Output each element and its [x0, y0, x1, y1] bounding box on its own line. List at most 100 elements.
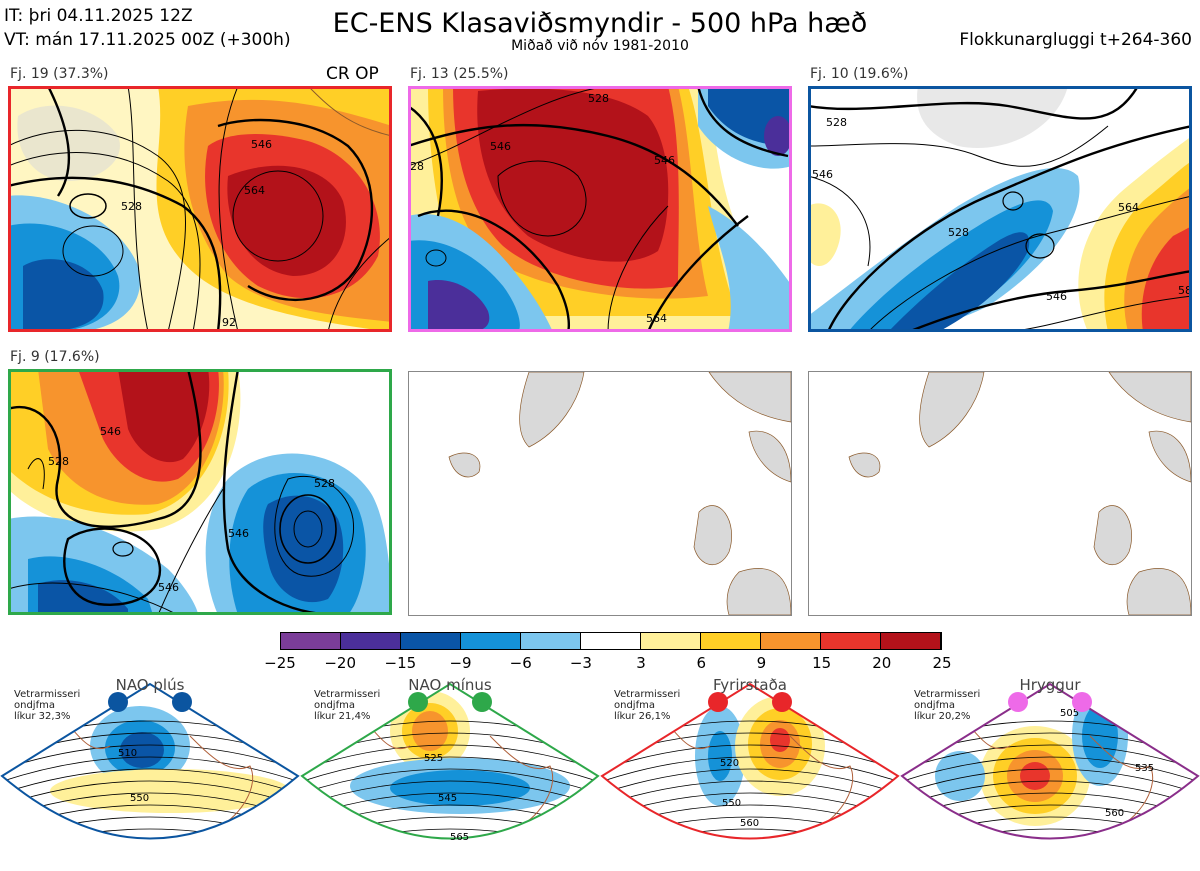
colorbar-bin: [521, 633, 581, 649]
panel-label: Fj. 10 (19.6%): [810, 66, 909, 82]
regime-note-line: Vetrarmisseri: [314, 689, 381, 700]
regime-contour-label: 520: [720, 758, 739, 769]
regime-contour-label: 505: [1060, 708, 1079, 719]
regime-note-line: ondjfma: [314, 700, 355, 711]
contour-label-528: 528: [48, 455, 69, 468]
regime-note: Vetrarmisseri ondjfma líkur 32,3%: [14, 689, 80, 722]
colorbar-bin: [341, 633, 401, 649]
regime-marker-dot: [472, 692, 492, 712]
contour-label-546: 546: [158, 581, 179, 594]
regime-marker-dot: [1072, 692, 1092, 712]
regime-title: NAO mínus: [408, 676, 492, 694]
regime-contour-label: 550: [130, 793, 149, 804]
contour-label-564: 564: [646, 312, 667, 325]
colorbar-bin: [401, 633, 461, 649]
colorbar-tick-label: 25: [932, 654, 952, 672]
regime-contour-label: 560: [1105, 808, 1124, 819]
regime-contour-label: 560: [740, 818, 759, 829]
colorbar-tick-label: −25: [264, 654, 296, 672]
regime-marker-dot: [708, 692, 728, 712]
colorbar-tick-label: 3: [636, 654, 646, 672]
colorbar-bin: [281, 633, 341, 649]
regime-note: Vetrarmisseri ondjfma líkur 26,1%: [614, 689, 680, 722]
regime-contour-label: 565: [450, 832, 469, 843]
colorbar-tick-label: −3: [569, 654, 592, 672]
empty-map-6: [808, 371, 1192, 616]
regime-marker-dot: [1008, 692, 1028, 712]
cluster-frame-2: [408, 86, 792, 332]
contour-label-528: 528: [588, 92, 609, 105]
contour-label-528: 528: [121, 200, 142, 213]
colorbar-ticks: −25 −20 −15 −9 −6 −3 3 6 9 15 20 25: [264, 654, 951, 674]
regime-title: NAO plús: [115, 676, 185, 694]
colorbar-bin: [461, 633, 521, 649]
regime-note-line: líkur 20,2%: [914, 711, 971, 722]
regime-contour-label: 525: [424, 753, 443, 764]
contour-label-546: 546: [490, 140, 511, 153]
colorbar-tick-label: 9: [756, 654, 767, 672]
contour-label-546: 546: [654, 154, 675, 167]
regime-note-line: Vetrarmisseri: [14, 689, 81, 700]
regime-marker-dot: [172, 692, 192, 712]
colorbar-tick-label: 6: [696, 654, 707, 672]
contour-label-528: 528: [826, 116, 847, 129]
chart-title: EC-ENS Klasaviðsmyndir - 500 hPa hæð: [332, 8, 868, 39]
colorbar-tick-label: −15: [384, 654, 417, 672]
colorbar: [280, 632, 942, 650]
cluster-frame-4: [8, 369, 392, 615]
panel-label: Fj. 19 (37.3%): [10, 66, 109, 82]
cluster-map-2: 528 546 546 564 28: [408, 86, 792, 332]
cluster-map-3: 528 528 546 546 564 58: [808, 86, 1192, 332]
contour-label-528: 528: [948, 226, 969, 239]
regime-title: Hryggur: [1019, 676, 1081, 694]
colorbar-bin: [761, 633, 821, 649]
colorbar-tick-label: −20: [324, 654, 356, 672]
contour-label-58: 58: [1178, 284, 1192, 297]
regime-marker-dot: [408, 692, 428, 712]
regime-note-line: líkur 32,3%: [14, 711, 71, 722]
cluster-map-1: 528 546 564 92: [8, 86, 392, 332]
colorbar-tick-label: 15: [812, 654, 832, 672]
init-time: IT: þri 04.11.2025 12Z: [4, 6, 193, 26]
cluster-map-4: 546 528 528 546 546: [8, 369, 392, 615]
regime-note-line: ondjfma: [914, 700, 955, 711]
contour-label-546: 546: [228, 527, 249, 540]
regime-map: 520 550 560: [600, 682, 900, 840]
regime-note-line: ondjfma: [14, 700, 55, 711]
cluster-frame-1: [8, 86, 392, 332]
panel-label: Fj. 13 (25.5%): [410, 66, 509, 82]
contour-label-528: 528: [314, 477, 335, 490]
cluster-frame-3: [808, 86, 1192, 332]
regime-note: Vetrarmisseri ondjfma líkur 20,2%: [914, 689, 980, 722]
colorbar-tick-label: −6: [509, 654, 532, 672]
colorbar-tick-label: 20: [872, 654, 892, 672]
contour-label-564: 564: [244, 184, 265, 197]
regime-contour-label: 545: [438, 793, 457, 804]
regime-note-line: ondjfma: [614, 700, 655, 711]
regime-map: 525 545 565: [300, 682, 600, 843]
contour-label-546: 546: [251, 138, 272, 151]
regime-map: 505 535 560: [900, 682, 1200, 840]
chart-subtitle: Miðað við nóv 1981-2010: [511, 38, 689, 54]
regime-note-line: líkur 21,4%: [314, 711, 371, 722]
regime-contour-label: 535: [1135, 763, 1154, 774]
regime-note: Vetrarmisseri ondjfma líkur 21,4%: [314, 689, 380, 722]
regime-note-line: Vetrarmisseri: [614, 689, 681, 700]
control-run-label: CR OP: [326, 64, 379, 84]
empty-map-5: [408, 371, 792, 616]
contour-label-564: 564: [1118, 201, 1139, 214]
classification-window: Flokkunargluggi t+264-360: [959, 30, 1192, 50]
contour-label-28: 28: [410, 160, 424, 173]
regime-marker-dot: [772, 692, 792, 712]
regime-contour-label: 510: [118, 748, 137, 759]
regime-marker-dot: [108, 692, 128, 712]
regime-panel: 510 550 NAO plús Vetrarmisseri ondjfma líkur …: [0, 676, 300, 871]
contour-label-546: 546: [812, 168, 833, 181]
colorbar-bin: [881, 633, 941, 649]
regime-panel: 520 550 560 Fyrirstaða Vetrarmisseri ondjfma l…: [600, 676, 900, 871]
colorbar-bin: [641, 633, 701, 649]
colorbar-bin: [701, 633, 761, 649]
regime-map: 510 550: [0, 682, 300, 840]
regime-note-line: Vetrarmisseri: [914, 689, 981, 700]
regime-contour-label: 550: [722, 798, 741, 809]
